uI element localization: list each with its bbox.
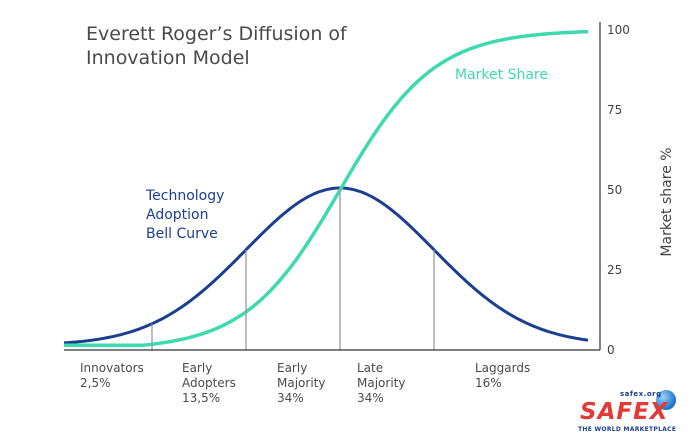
segment-name: Majority <box>277 376 326 390</box>
y-tick-label: 0 <box>607 343 615 357</box>
y-tick-label: 100 <box>607 23 630 37</box>
segment-share: 34% <box>277 391 304 405</box>
segment-label-early-majority: Early Majority 34% <box>277 361 325 406</box>
y-tick-label: 50 <box>607 183 622 197</box>
bell-curve-line <box>63 186 589 345</box>
segment-label-laggards: Laggards 16% <box>475 361 530 391</box>
globe-icon <box>656 390 676 410</box>
segment-name: Early <box>182 361 213 375</box>
segment-name: Laggards <box>475 361 531 375</box>
segment-name: Innovators <box>80 361 144 375</box>
logo-url: safex.org <box>620 390 662 398</box>
segment-share: 2,5% <box>80 376 111 390</box>
logo-wordmark: SAFEX <box>580 399 669 425</box>
segment-share: 16% <box>475 376 502 390</box>
chart-title: Everett Roger’s Diffusion of Innovation … <box>86 22 347 70</box>
y-axis-label: Market share % <box>659 147 675 257</box>
segment-name: Late <box>357 361 384 375</box>
title-line-1: Everett Roger’s Diffusion of <box>86 23 347 45</box>
segment-share: 13,5% <box>182 391 221 405</box>
logo-tagline: THE WORLD MARKETPLACE <box>578 426 677 433</box>
market-share-line <box>64 29 589 347</box>
segment-share: 34% <box>357 391 384 405</box>
bell-label-line-3: Bell Curve <box>146 226 218 242</box>
safex-logo: safex.org SAFEX THE WORLD MARKETPLACE <box>574 388 694 438</box>
y-tick-label: 25 <box>607 263 622 277</box>
segment-label-early-adopters: Early Adopters 13,5% <box>182 361 236 406</box>
segment-name: Adopters <box>182 376 236 390</box>
market-share-series-label: Market Share <box>455 67 548 83</box>
title-line-2: Innovation Model <box>86 47 250 69</box>
segment-name: Majority <box>357 376 406 390</box>
y-tick-label: 75 <box>607 103 622 117</box>
bell-label-line-2: Adoption <box>146 207 209 223</box>
segment-label-innovators: Innovators 2,5% <box>80 361 144 391</box>
segment-name: Early <box>277 361 308 375</box>
segment-dividers <box>151 188 435 350</box>
bell-label-line-1: Technology <box>146 188 225 204</box>
segment-label-late-majority: Late Majority 34% <box>357 361 405 406</box>
bell-curve-series-label: Technology Adoption Bell Curve <box>146 187 224 244</box>
y-tick-labels: 0 25 50 75 100 <box>607 23 630 357</box>
